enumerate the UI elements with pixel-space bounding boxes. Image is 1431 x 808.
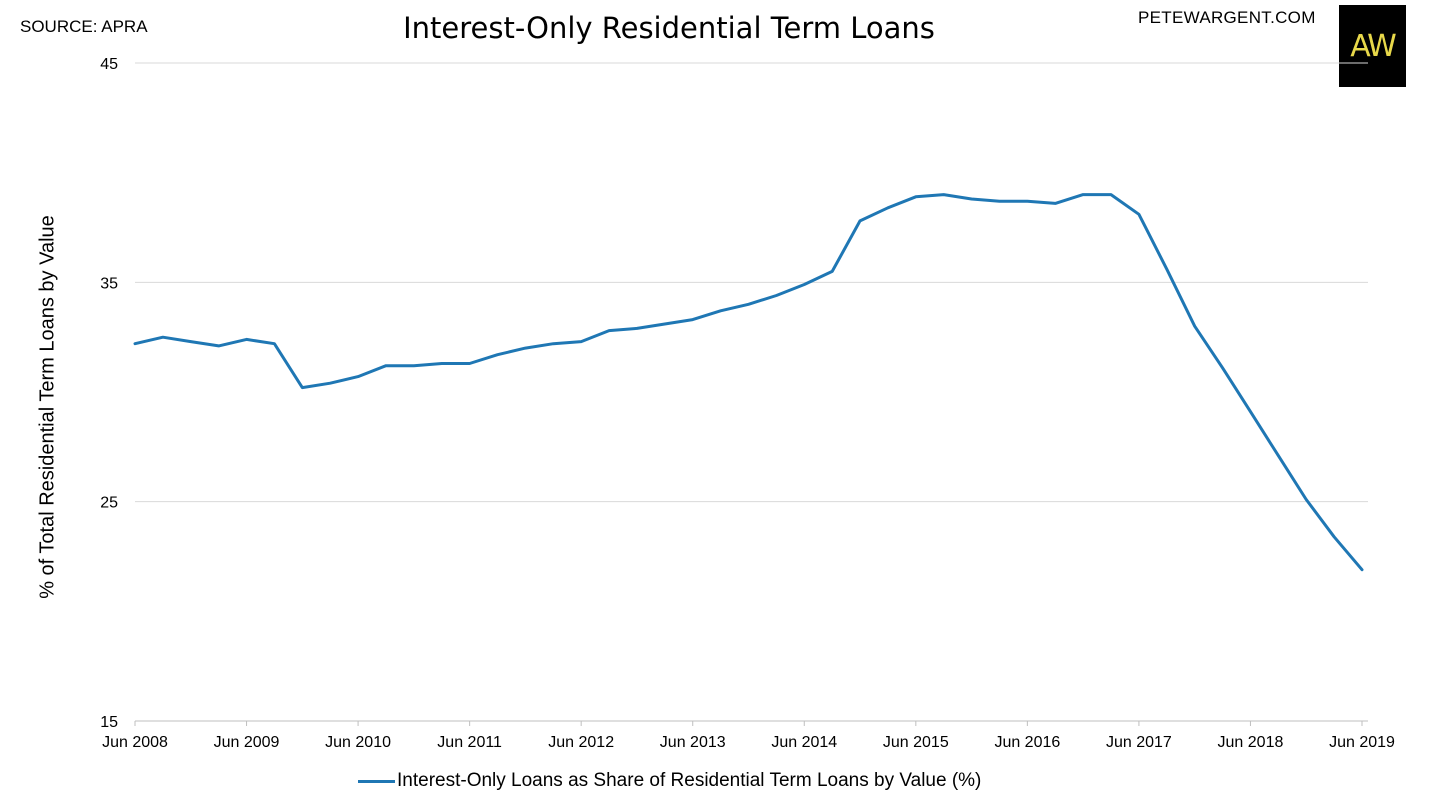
series-line — [133, 193, 1364, 572]
x-tick-label: Jun 2013 — [660, 734, 726, 751]
logo-text: AW — [1350, 28, 1397, 64]
y-tick-label: 35 — [100, 275, 118, 292]
x-tick-label: Jun 2008 — [102, 734, 168, 751]
x-tick-label: Jun 2011 — [437, 734, 502, 751]
x-tick-label: Jun 2010 — [325, 734, 391, 751]
aw-logo: AW — [1339, 5, 1406, 87]
legend: Interest-Only Loans as Share of Resident… — [358, 770, 981, 792]
x-tick-label: Jun 2015 — [883, 734, 949, 751]
y-tick-label: 45 — [100, 56, 118, 73]
legend-swatch — [358, 779, 395, 783]
y-tick-label: 25 — [100, 495, 118, 512]
x-tick-label: Jun 2019 — [1329, 734, 1395, 751]
chart-title: Interest-Only Residential Term Loans — [403, 11, 935, 45]
y-tick-label: 15 — [100, 714, 118, 731]
legend-label: Interest-Only Loans as Share of Resident… — [397, 770, 982, 791]
x-tick-label: Jun 2016 — [994, 734, 1060, 751]
x-tick-label: Jun 2017 — [1106, 734, 1172, 751]
site-name: PETEWARGENT.COM — [1138, 8, 1316, 27]
x-tick-label: Jun 2014 — [771, 734, 837, 751]
source-note: SOURCE: APRA — [20, 17, 148, 36]
x-tick-label: Jun 2018 — [1218, 734, 1284, 751]
x-tick-label: Jun 2009 — [214, 734, 280, 751]
x-tick-label: Jun 2012 — [548, 734, 614, 751]
